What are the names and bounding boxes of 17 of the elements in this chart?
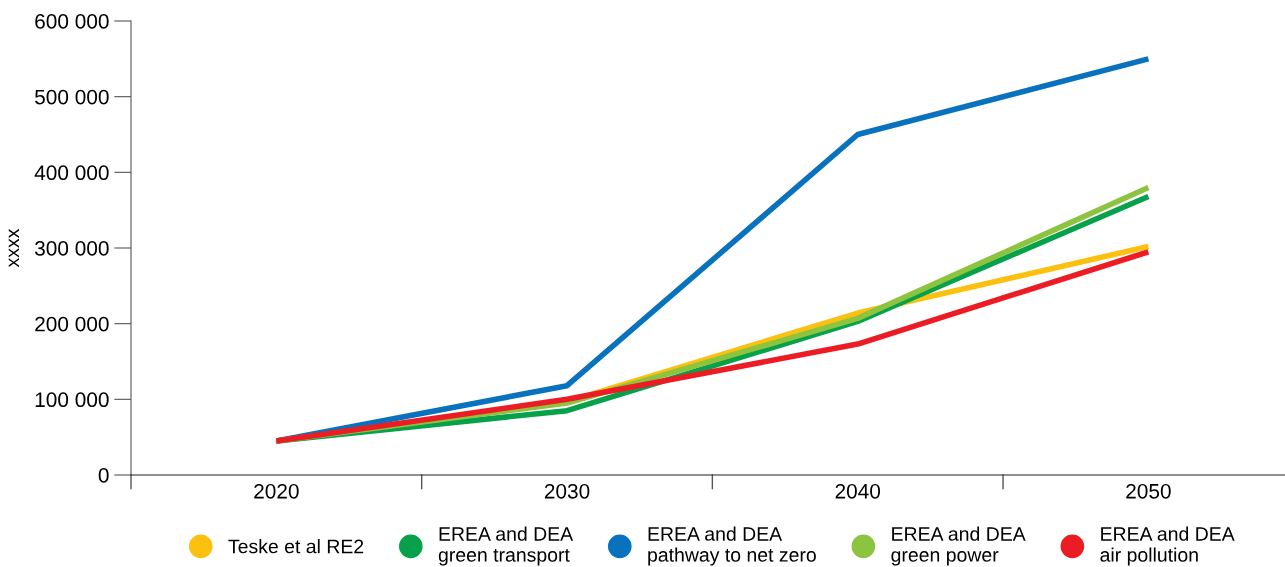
legend-label: EREA and DEA pathway to net zero — [648, 526, 816, 566]
y-tick-label: 300 000 — [34, 241, 109, 256]
y-axis-title: xxxx — [8, 228, 20, 268]
y-tick-label: 400 000 — [34, 165, 109, 181]
legend-label: EREA and DEA green transport — [438, 526, 574, 566]
legend-label: EREA and DEA green power — [891, 526, 1026, 566]
y-tick-label: 200 000 — [35, 316, 109, 332]
legend-label: Teske et al RE2 — [228, 539, 364, 554]
x-tick-label: 2020 — [254, 483, 299, 499]
y-tick-label: 600 000 — [35, 14, 109, 29]
y-tick-label: 500 000 — [35, 89, 109, 105]
x-tick-label: 2030 — [544, 483, 590, 499]
y-tick-label: 100 000 — [35, 392, 109, 408]
y-tick-label: 0 — [98, 468, 109, 483]
legend-label: EREA and DEA air pollution — [1100, 526, 1235, 566]
x-tick-label: 2040 — [835, 483, 881, 499]
x-tick-label: 2050 — [1126, 483, 1171, 499]
